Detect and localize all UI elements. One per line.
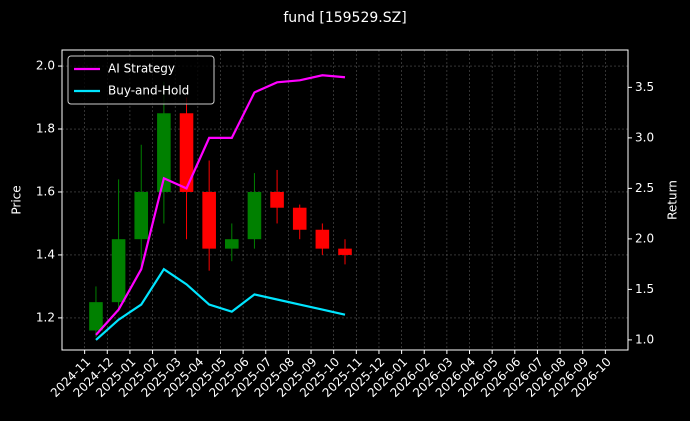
candle-body bbox=[157, 113, 171, 192]
y2-tick-label: 1.0 bbox=[635, 332, 654, 346]
legend-box bbox=[67, 55, 215, 105]
y2-tick-label: 3.5 bbox=[635, 80, 654, 94]
y2-tick-label: 2.0 bbox=[635, 231, 654, 245]
candle-body bbox=[292, 207, 307, 230]
legend-label: AI Strategy bbox=[108, 62, 175, 76]
legend-label: Buy-and-Hold bbox=[108, 84, 189, 98]
candle-body bbox=[89, 302, 103, 331]
candle-body bbox=[247, 191, 262, 240]
series-line bbox=[95, 74, 346, 336]
y2-tick-label: 1.5 bbox=[635, 282, 654, 296]
candle-body bbox=[270, 191, 284, 208]
series-line bbox=[95, 267, 346, 341]
y-tick-label: 1.4 bbox=[36, 247, 55, 261]
y2-axis-label: Return bbox=[666, 180, 680, 220]
y-axis-label: Price bbox=[10, 185, 24, 214]
candle-body bbox=[134, 191, 149, 240]
plot-frame bbox=[61, 49, 629, 351]
candle-body bbox=[179, 113, 194, 192]
candle-body bbox=[225, 239, 239, 249]
chart-title: fund [159529.SZ] bbox=[283, 10, 406, 26]
candle-body bbox=[202, 191, 216, 249]
y-tick-label: 1.6 bbox=[36, 184, 55, 198]
y2-tick-label: 3.0 bbox=[635, 130, 654, 144]
candle-body bbox=[111, 239, 126, 303]
y2-tick-label: 2.5 bbox=[635, 181, 654, 195]
y-tick-label: 1.2 bbox=[36, 310, 55, 324]
candle-body bbox=[338, 248, 352, 255]
y-tick-label: 1.8 bbox=[36, 122, 55, 136]
candle-body bbox=[315, 229, 330, 249]
y-tick-label: 2.0 bbox=[36, 59, 55, 73]
